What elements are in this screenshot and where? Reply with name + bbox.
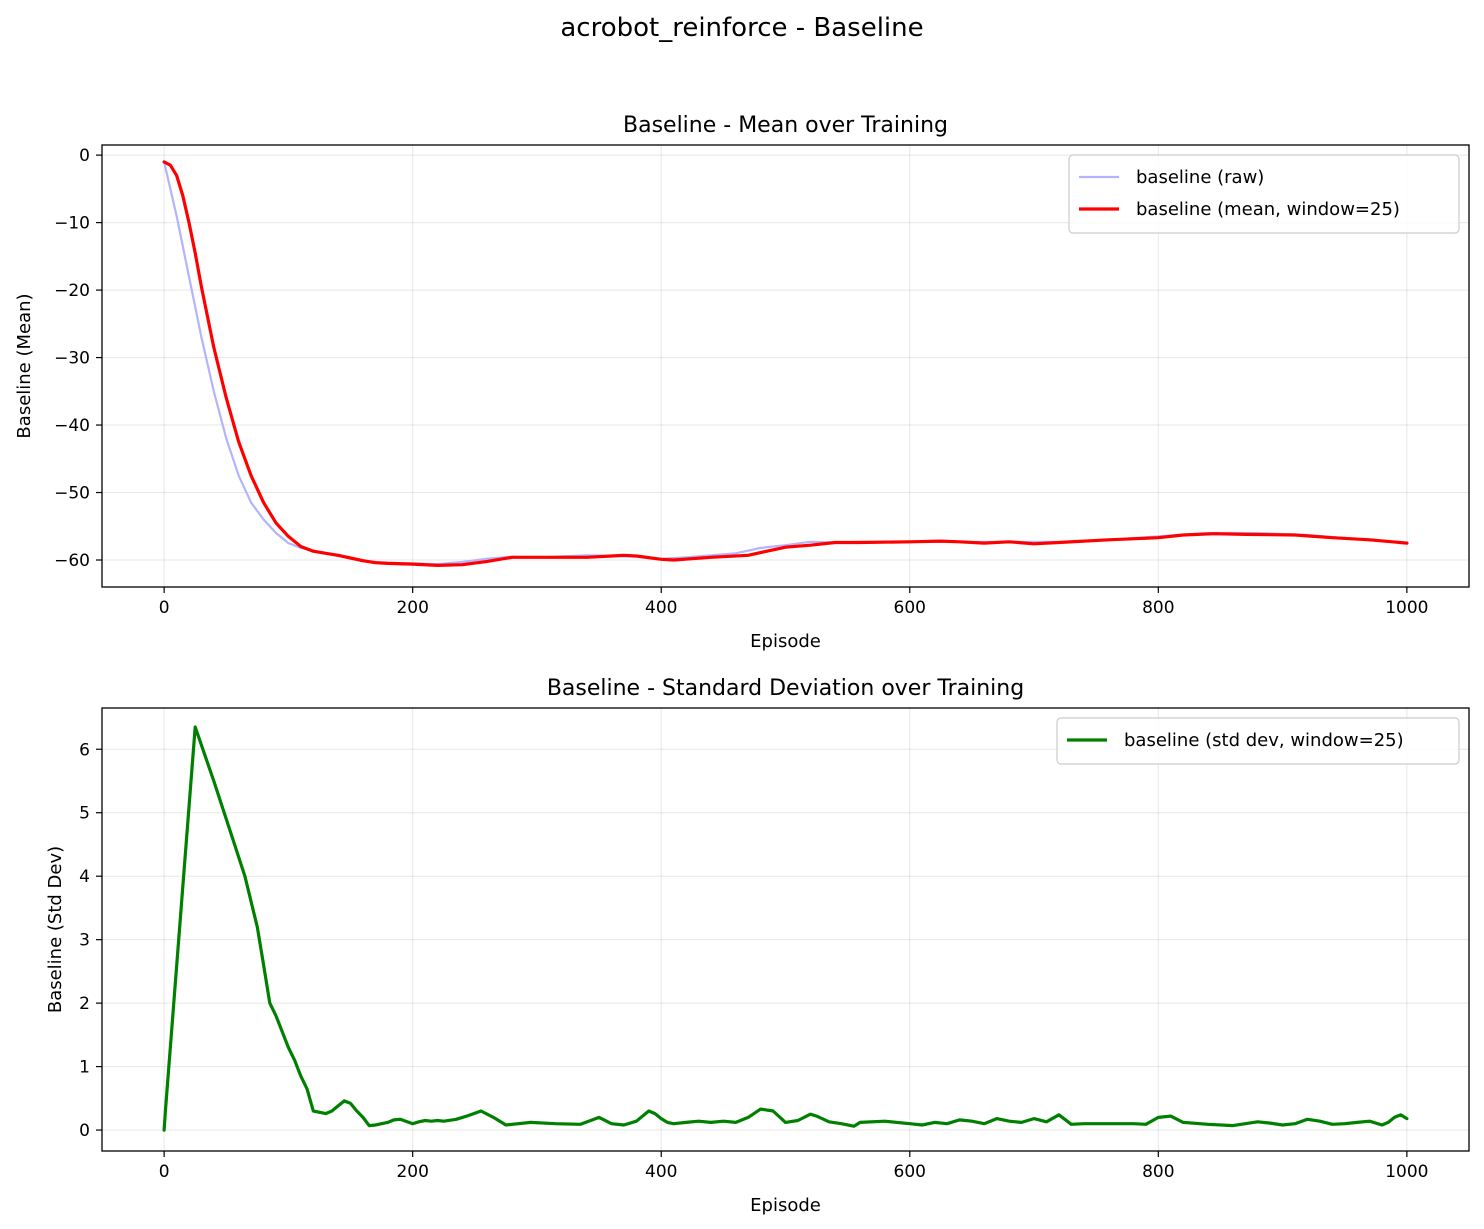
x-tick-label: 1000	[1385, 1162, 1428, 1182]
x-tick-label: 600	[894, 598, 926, 618]
y-tick-label: 0	[79, 146, 90, 166]
x-axis-label: Episode	[750, 631, 821, 652]
std-chart: 0 200 400 600 800 1000 0 1 2 3 4 5 6 Baseline - Stand…	[45, 676, 1470, 1216]
y-tick-label: 0	[79, 1121, 90, 1141]
x-tick-label: 400	[645, 598, 677, 618]
std-series-line-1	[162, 725, 1409, 1132]
legend-box	[1068, 154, 1460, 234]
x-tick-label: 600	[894, 1162, 926, 1182]
figure-title: acrobot_reinforce - Baseline	[560, 13, 923, 43]
x-tick-label: 800	[1142, 598, 1174, 618]
legend-label: baseline (mean, window=25)	[1136, 199, 1400, 220]
x-tick-label: 400	[645, 1162, 677, 1182]
plot-frame	[101, 707, 1470, 1152]
y-tick-label: −50	[54, 484, 90, 504]
legend-label: baseline (raw)	[1136, 167, 1264, 188]
y-axis-label: Baseline (Std Dev)	[45, 846, 66, 1013]
x-tick-label: 1000	[1385, 598, 1428, 618]
y-tick-label: 3	[79, 931, 90, 951]
x-tick-label: 0	[159, 1162, 170, 1182]
x-tick-label: 800	[1142, 1162, 1174, 1182]
legend-label: baseline (std dev, window=25)	[1124, 730, 1404, 751]
y-tick-label: 4	[79, 867, 90, 887]
y-tick-label: 6	[79, 740, 90, 760]
y-axis-label: Baseline (Mean)	[14, 293, 35, 438]
x-tick-label: 200	[396, 598, 428, 618]
y-tick-label: −40	[54, 416, 90, 436]
x-tick-label: 200	[396, 1162, 428, 1182]
y-tick-label: −60	[54, 551, 90, 571]
y-tick-label: −20	[54, 281, 90, 301]
mean-series-line-2	[162, 160, 1409, 567]
plot-frame	[101, 144, 1470, 588]
std-chart-title: Baseline - Standard Deviation over Train…	[547, 676, 1024, 701]
x-tick-label: 0	[159, 598, 170, 618]
legend-box	[1056, 717, 1460, 765]
y-tick-label: 5	[79, 804, 90, 824]
mean-chart: 0 200 400 600 800 1000 0 −10 −20 −30 −40 −50 −60 Base…	[14, 113, 1470, 652]
y-tick-label: −10	[54, 214, 90, 234]
y-tick-label: 2	[79, 994, 90, 1014]
y-tick-label: −30	[54, 349, 90, 369]
y-tick-label: 1	[79, 1058, 90, 1078]
mean-chart-title: Baseline - Mean over Training	[623, 113, 948, 138]
x-axis-label: Episode	[750, 1195, 821, 1216]
